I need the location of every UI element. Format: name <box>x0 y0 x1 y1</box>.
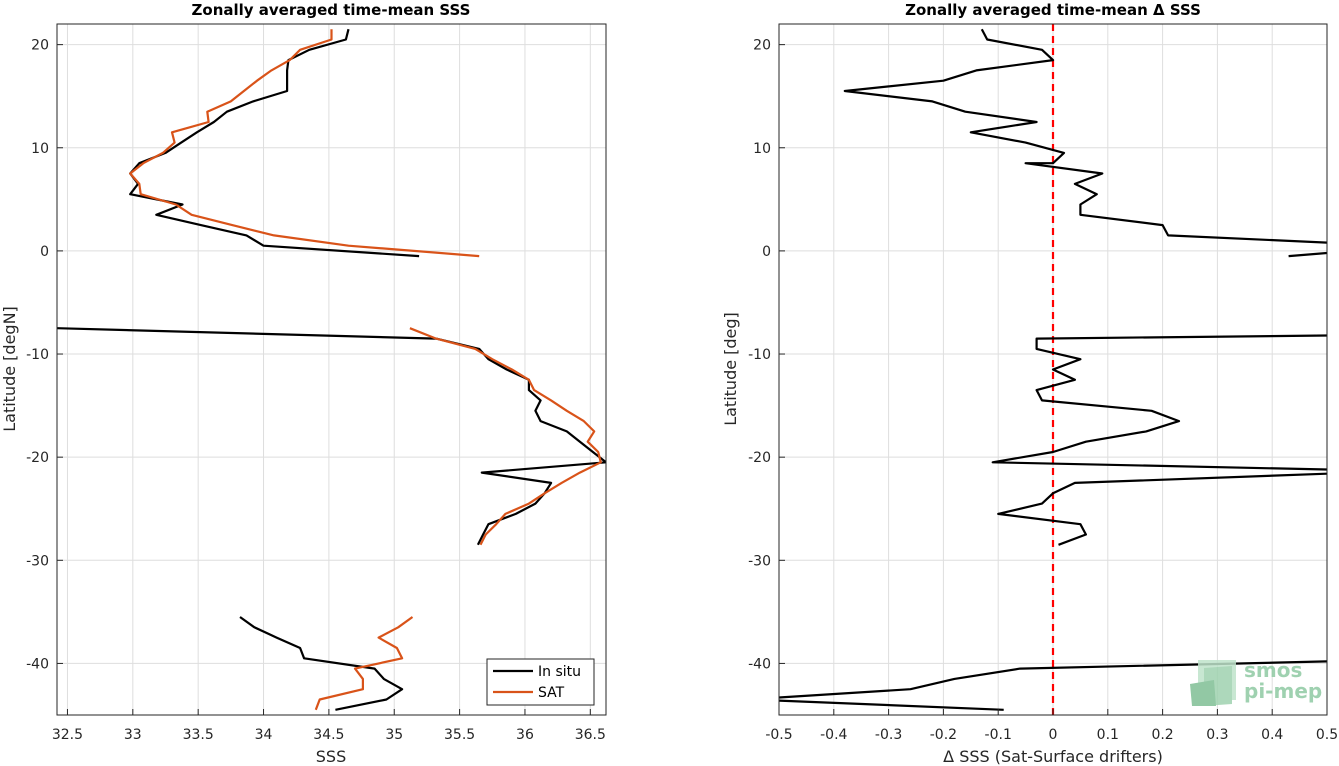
y-tick-label: -40 <box>26 656 49 672</box>
series-line-sat <box>409 327 602 546</box>
chart-title: Zonally averaged time-mean Δ SSS <box>905 1 1201 19</box>
grid <box>57 24 606 715</box>
series-line-in-situ <box>129 28 420 258</box>
series-line-delta-sss <box>991 334 1327 471</box>
plot-lines <box>57 28 606 711</box>
y-tick-label: -30 <box>26 553 49 569</box>
logo-line2: pi-mep <box>1244 679 1322 703</box>
x-tick-label: 0.3 <box>1206 727 1228 743</box>
y-tick-label: 20 <box>753 38 771 54</box>
series-line-sat <box>129 29 480 258</box>
series-line-in-situ <box>57 327 606 546</box>
series-line-sat <box>314 616 414 711</box>
x-tick-label: 32.5 <box>52 727 83 743</box>
x-tick-label: 0.5 <box>1316 727 1338 743</box>
x-tick-label: 0.1 <box>1097 727 1119 743</box>
y-tick-label: 20 <box>31 38 49 54</box>
series-line-delta-sss <box>843 28 1327 244</box>
y-tick-label: -10 <box>748 347 771 363</box>
plot-lines <box>779 28 1327 711</box>
legend-box <box>486 658 595 706</box>
x-tick-label: 33.5 <box>183 727 214 743</box>
series-line-delta-sss <box>779 699 1004 711</box>
chart-title: Zonally averaged time-mean SSS <box>192 1 471 19</box>
chart-sss: Zonally averaged time-mean SSS 32.5 33 33.… <box>0 1 607 766</box>
y-tick-label: -20 <box>748 450 771 466</box>
y-axis-label: Latitude [degN] <box>0 306 19 432</box>
logo-graphic-icon <box>1190 660 1236 706</box>
y-tick-label: 10 <box>753 141 771 157</box>
x-tick-label: 0.4 <box>1261 727 1283 743</box>
x-tick-label: 34.5 <box>313 727 344 743</box>
y-tick-label: -40 <box>748 656 771 672</box>
series-line-in-situ <box>239 616 404 711</box>
tick-labels: -0.5 -0.4 -0.3 -0.2 -0.1 0 0.1 0.2 0.3 0.4 0.5 20 10… <box>748 38 1338 743</box>
legend: In situ SAT <box>486 658 595 706</box>
y-tick-label: -30 <box>748 553 771 569</box>
axes-frame <box>56 23 607 716</box>
x-axis-label: SSS <box>316 747 346 766</box>
y-tick-label: 0 <box>40 244 49 260</box>
legend-label-in-situ: In situ <box>538 664 581 680</box>
series-line-delta-sss <box>1288 251 1327 258</box>
y-tick-label: 0 <box>762 244 771 260</box>
series-line-delta-sss <box>779 660 1327 699</box>
tick-labels: 32.5 33 33.5 34 34.5 35 35.5 36 36.5 20 10 0 -10 -20 -… <box>26 38 606 743</box>
series-line-delta-sss <box>997 472 1327 546</box>
y-tick-label: -20 <box>26 450 49 466</box>
x-tick-label: 36.5 <box>575 727 606 743</box>
y-axis-label: Latitude [deg] <box>721 312 740 426</box>
x-tick-label: 0.2 <box>1151 727 1173 743</box>
x-tick-label: -0.2 <box>930 727 957 743</box>
logo-line1: smos <box>1244 658 1302 682</box>
x-tick-label: -0.3 <box>875 727 902 743</box>
y-tick-label: 10 <box>31 141 49 157</box>
y-tick-label: -10 <box>26 347 49 363</box>
x-tick-label: 35 <box>385 727 403 743</box>
smos-pi-mep-logo: smos pi-mep <box>1190 658 1322 706</box>
x-tick-label: 33 <box>124 727 142 743</box>
x-axis-label: Δ SSS (Sat-Surface drifters) <box>943 747 1163 766</box>
x-tick-label: -0.5 <box>765 727 792 743</box>
x-tick-label: 34 <box>255 727 273 743</box>
chart-delta-sss: Zonally averaged time-mean Δ SSS -0.5 -0.… <box>721 1 1338 766</box>
x-tick-label: 35.5 <box>444 727 475 743</box>
x-tick-label: -0.4 <box>820 727 847 743</box>
x-tick-label: 36 <box>516 727 534 743</box>
x-tick-label: 0 <box>1049 727 1058 743</box>
legend-label-sat: SAT <box>538 685 565 701</box>
x-tick-label: -0.1 <box>985 727 1012 743</box>
